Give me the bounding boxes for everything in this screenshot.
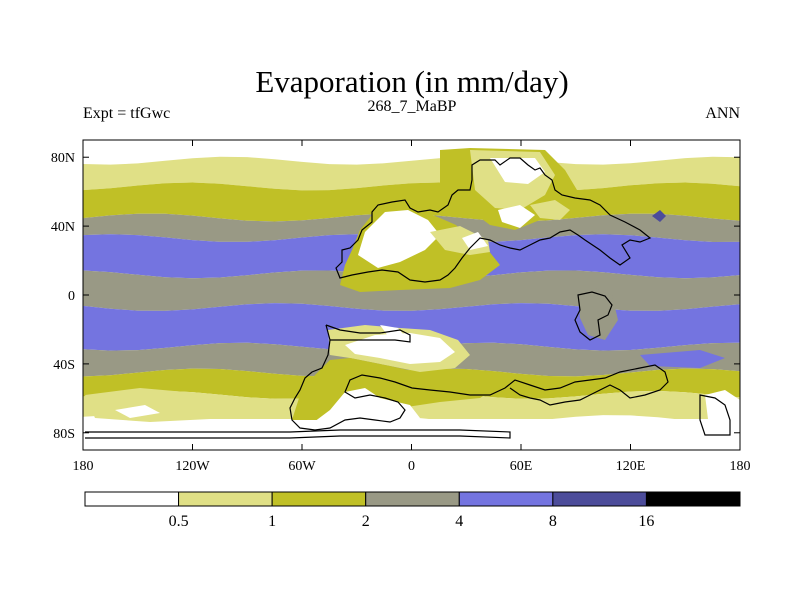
southern-ocean-strong-band	[640, 350, 725, 368]
strong-evap-spot	[652, 210, 666, 222]
coastline-antarctic	[85, 429, 511, 439]
southern-continent-white	[345, 333, 455, 364]
x-tick-label: 120W	[175, 459, 210, 474]
y-tick-label: 40S	[53, 358, 75, 373]
colorbar-swatch	[458, 491, 554, 507]
colorbar-label: 4	[455, 513, 463, 530]
zonal-band	[83, 156, 740, 191]
north-america-interior-white	[462, 232, 488, 250]
coastline-southern-islands	[574, 291, 613, 341]
colorbar-label: 8	[549, 513, 557, 530]
y-tick-label: 80N	[51, 151, 75, 166]
colorbar-label: 16	[638, 513, 654, 530]
y-axis: 80N 40N 0 40S 80S	[51, 151, 740, 442]
x-tick-label: 180	[73, 459, 94, 474]
coastline-east-island	[699, 394, 731, 436]
colorbar-label: 2	[362, 513, 370, 530]
zonal-band	[83, 419, 740, 450]
x-tick-label: 120E	[616, 459, 646, 474]
island-dry-block	[578, 288, 618, 340]
regional-features	[85, 148, 740, 435]
chart-title: Evaporation (in mm/day)	[255, 64, 568, 99]
coastline-south	[289, 324, 669, 431]
colorbar-swatch	[178, 491, 273, 507]
colorbar-swatch	[645, 491, 741, 507]
x-tick-label: 60E	[510, 459, 533, 474]
colorbar-swatch	[552, 491, 647, 507]
north-america-white-core	[358, 210, 440, 268]
colorbar-swatch	[84, 491, 180, 507]
island-white-patch	[380, 325, 404, 336]
colorbar-swatch	[365, 491, 460, 507]
eurasia-basin-white	[498, 205, 535, 228]
x-tick-label: 60W	[288, 459, 316, 474]
map-field	[83, 140, 740, 450]
coastline-north	[335, 157, 652, 283]
zonal-band	[83, 270, 740, 311]
experiment-label: Expt = tfGwc	[83, 105, 170, 122]
season-label: ANN	[705, 105, 740, 122]
y-tick-label: 0	[68, 289, 75, 304]
x-tick-label: 180	[730, 459, 751, 474]
y-tick-label: 80S	[53, 427, 75, 442]
coastlines	[85, 157, 731, 439]
zonal-band	[83, 140, 740, 161]
eurasia-basin-light	[530, 200, 570, 220]
x-tick-label: 0	[408, 459, 415, 474]
southern-east-white-patch	[705, 390, 740, 435]
colorbar-label: 0.5	[169, 513, 189, 530]
southern-polar-white-patch	[115, 405, 160, 418]
y-tick-label: 40N	[51, 220, 75, 235]
zonal-band	[83, 303, 740, 351]
colorbar: 0.5 1 2 4 8 16	[84, 491, 741, 530]
eurasia-northern-white	[490, 158, 545, 184]
colorbar-swatch	[271, 491, 367, 507]
period-label: 268_7_MaBP	[368, 98, 457, 115]
coastline-bay	[325, 324, 411, 343]
x-axis: 180 120W 60W 0 60E 120E 180	[73, 140, 751, 474]
colorbar-label: 1	[268, 513, 276, 530]
